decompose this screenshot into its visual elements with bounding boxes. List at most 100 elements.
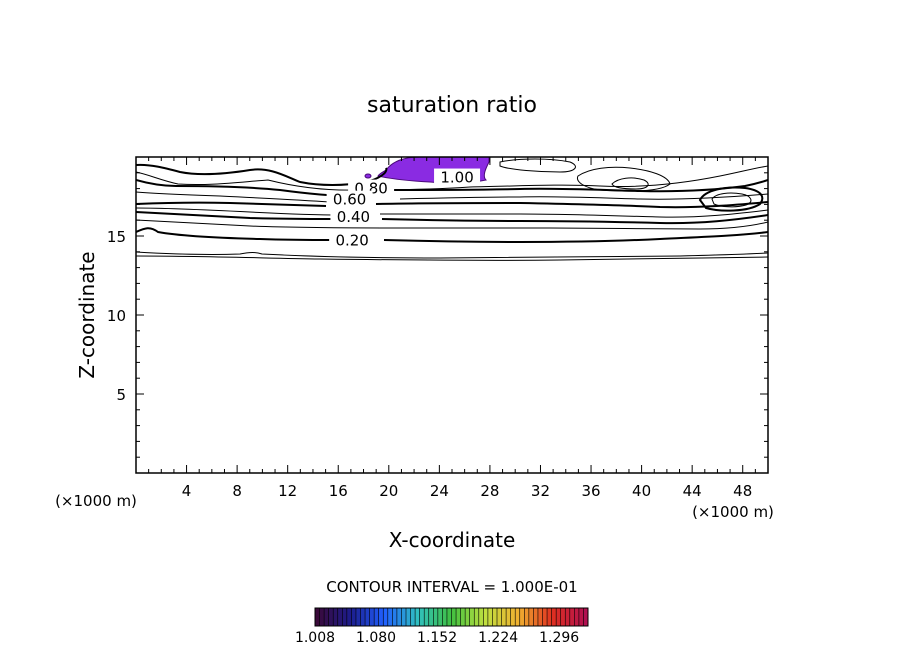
colorbar-cell xyxy=(406,608,411,626)
colorbar-cell xyxy=(415,608,421,626)
colorbar-cell xyxy=(433,608,439,626)
colorbar-cell xyxy=(506,608,512,626)
colorbar-cell xyxy=(528,608,534,626)
colorbar-cell xyxy=(569,608,575,626)
x-tick-label: 16 xyxy=(329,482,348,500)
colorbar-cell xyxy=(319,608,325,626)
colorbar-cell xyxy=(578,608,584,626)
contour-loop-right-inner xyxy=(711,192,752,208)
colorbar-cell xyxy=(515,608,521,626)
colorbar-cell xyxy=(396,608,402,626)
colorbar-cell xyxy=(374,608,380,626)
colorbar-cell xyxy=(547,608,552,626)
colorbar-cell xyxy=(442,608,448,626)
colorbar-cell xyxy=(583,608,589,626)
y-tick-label: 10 xyxy=(107,307,126,325)
contour-labels: 1.000.800.600.400.20 xyxy=(326,168,481,250)
x-tick-label: 36 xyxy=(581,482,600,500)
colorbar-tick-label: 1.008 xyxy=(295,630,335,646)
colorbar-cell xyxy=(478,608,484,626)
colorbar-cell xyxy=(360,608,366,626)
contour-label-bg xyxy=(434,168,481,185)
colorbar-cell xyxy=(315,608,320,626)
chart-title: saturation ratio xyxy=(367,93,537,118)
colorbar-cell xyxy=(351,608,357,626)
colorbar-cell xyxy=(469,608,475,626)
contour-thin-a xyxy=(136,165,768,191)
y-tick-label: 15 xyxy=(107,228,126,246)
contour-loop-top xyxy=(499,158,576,173)
colorbar-cell xyxy=(460,608,466,626)
colorbar-tick-labels: 1.008 1.080 1.152 1.224 1.296 xyxy=(295,630,579,646)
colorbar-tick-label: 1.296 xyxy=(539,630,579,646)
x-unit-right: (×1000 m) xyxy=(692,503,774,521)
colorbar-cell xyxy=(556,608,562,626)
colorbar-cell xyxy=(383,608,389,626)
x-tick-label: 4 xyxy=(182,482,192,500)
colorbar-cell xyxy=(410,608,416,626)
colorbar-cell xyxy=(424,608,430,626)
x-axis-label: X-coordinate xyxy=(389,528,516,552)
y-tick-label: 5 xyxy=(116,386,126,404)
x-tick-label: 24 xyxy=(430,482,449,500)
contour-loop-right xyxy=(698,186,764,212)
colorbar-cell xyxy=(574,608,580,626)
colorbar-cell xyxy=(446,608,452,626)
contour-thin-c xyxy=(136,207,768,218)
colorbar-cell xyxy=(401,608,407,626)
colorbar-cell xyxy=(524,608,530,626)
colorbar-cell xyxy=(551,608,557,626)
colorbar-cell xyxy=(542,608,548,626)
contour-label-bg xyxy=(326,190,373,207)
colorbar-cell xyxy=(342,608,348,626)
contour-thin-e xyxy=(136,251,768,259)
colorbar-cell xyxy=(501,608,507,626)
colorbar-cell xyxy=(560,608,566,626)
colorbar-cell xyxy=(474,608,480,626)
contour-label: 0.40 xyxy=(337,208,370,226)
colorbar-cell xyxy=(497,608,502,626)
colorbar-cell xyxy=(333,608,339,626)
colorbar-cell xyxy=(324,608,330,626)
contour-lowest xyxy=(136,255,768,261)
colorbar-cell xyxy=(510,608,516,626)
contour-interval-label: CONTOUR INTERVAL = 1.000E-01 xyxy=(326,578,577,596)
y-axis-label: Z-coordinate xyxy=(75,251,99,378)
x-tick-label: 28 xyxy=(480,482,499,500)
contour-loop-mid xyxy=(611,177,649,190)
contour-0-40 xyxy=(136,211,768,225)
colorbar-cell xyxy=(487,608,493,626)
x-tick-label: 20 xyxy=(379,482,398,500)
colorbar xyxy=(314,607,589,627)
plot-frame xyxy=(135,156,769,474)
colorbar-cell xyxy=(355,608,361,626)
colorbar-tick-label: 1.152 xyxy=(417,630,457,646)
x-tick-label: 32 xyxy=(531,482,550,500)
colorbar-cell xyxy=(337,608,343,626)
x-tick-label: 44 xyxy=(683,482,702,500)
colorbar-cell xyxy=(365,608,370,626)
colorbar-cell xyxy=(428,608,434,626)
contour-thin-d xyxy=(136,219,768,230)
colorbar-cell xyxy=(465,608,471,626)
contour-label: 0.20 xyxy=(335,232,368,250)
x-tick-label: 40 xyxy=(632,482,651,500)
colorbar-cell xyxy=(369,608,375,626)
colorbar-cell xyxy=(492,608,498,626)
contour-lines xyxy=(136,157,768,261)
colorbar-tick-label: 1.080 xyxy=(356,630,396,646)
contour-0-20 xyxy=(136,227,768,244)
x-tick-label: 12 xyxy=(278,482,297,500)
colorbar-cell xyxy=(328,608,334,626)
supersaturation-spot xyxy=(364,173,372,179)
colorbar-cell xyxy=(533,608,539,626)
colorbar-cell xyxy=(519,608,525,626)
contour-label-bg xyxy=(330,208,377,225)
x-unit-left: (×1000 m) xyxy=(55,492,137,510)
contour-0-60 xyxy=(136,201,768,209)
colorbar-cell xyxy=(565,608,571,626)
colorbar-cell xyxy=(437,608,443,626)
colorbar-cell xyxy=(537,608,543,626)
colorbar-tick-label: 1.224 xyxy=(478,630,518,646)
x-tick-label: 8 xyxy=(232,482,242,500)
